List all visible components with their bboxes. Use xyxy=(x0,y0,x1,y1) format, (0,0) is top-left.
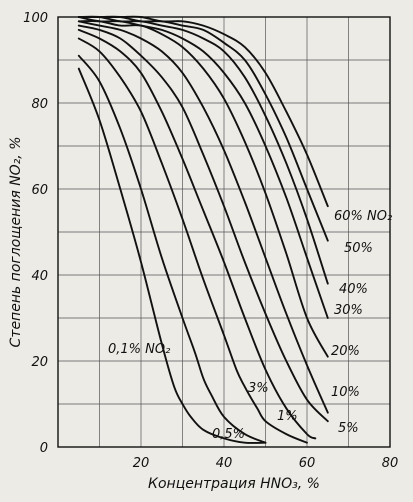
curve-line xyxy=(77,15,329,208)
grid-lines xyxy=(58,17,390,447)
x-axis-title: Концентрация HNO₃, % xyxy=(148,476,320,492)
curve-line xyxy=(77,28,317,440)
y-tick-labels: 0 20 40 60 80 100 xyxy=(23,11,48,456)
curve-label: 3% xyxy=(248,381,269,396)
x-tick-labels: 20 40 60 80 xyxy=(133,456,399,471)
curve-label: 30% xyxy=(334,303,363,318)
curves-group xyxy=(77,15,329,444)
curve-line xyxy=(77,24,329,423)
curve-line xyxy=(77,37,308,444)
y-axis-title: Степень поглощения NO₂, % xyxy=(8,137,24,348)
x-tick-label: 20 xyxy=(133,456,150,471)
curve-label: 0,5% xyxy=(212,427,245,442)
curve-label: 60% NO₂ xyxy=(334,209,392,224)
y-tick-label: 100 xyxy=(23,11,48,26)
plot-frame xyxy=(57,16,391,448)
curve-label: 1% xyxy=(277,409,298,424)
curve-line xyxy=(77,20,329,358)
y-tick-label: 0 xyxy=(40,441,48,456)
x-tick-label: 80 xyxy=(382,456,399,471)
curve-labels-group: 0,1% NO₂ 0,5% 1% 3% 5% 10% 20% 30% 40% 50% 60% NO₂ xyxy=(108,209,392,442)
y-tick-label: 40 xyxy=(31,269,48,284)
curve-line xyxy=(77,16,329,319)
curve-label: 0,1% NO₂ xyxy=(108,342,170,357)
y-tick-label: 80 xyxy=(31,97,48,112)
x-tick-label: 40 xyxy=(216,456,233,471)
curve-label: 5% xyxy=(338,421,359,436)
y-tick-label: 20 xyxy=(31,355,48,370)
curve-line xyxy=(77,67,267,444)
curve-line xyxy=(77,54,267,444)
curve-label: 40% xyxy=(339,282,368,297)
x-tick-label: 60 xyxy=(299,456,316,471)
curve-line xyxy=(77,20,329,414)
y-tick-label: 60 xyxy=(31,183,48,198)
curve-label: 20% xyxy=(331,344,360,359)
curve-label: 10% xyxy=(331,385,360,400)
curve-line xyxy=(77,15,329,285)
curve-label: 50% xyxy=(344,241,373,256)
